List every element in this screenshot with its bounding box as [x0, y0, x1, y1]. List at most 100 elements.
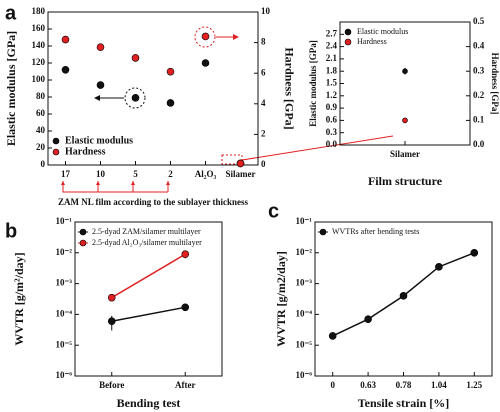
x-tick-label: 2 [168, 169, 173, 179]
y-tick-label: 10⁻³ [56, 278, 73, 288]
data-point [435, 263, 443, 271]
y2-tick-label: 0.1 [473, 114, 485, 124]
y-tick-label: 20 [36, 142, 46, 152]
data-point [201, 59, 210, 67]
x-tick-label: 1.04 [431, 380, 447, 390]
y-axis-label: Elastic modulus [GPa] [308, 40, 318, 127]
x-tick-label: 0 [330, 380, 335, 390]
legend-label: WVTRs after bending tests [332, 227, 419, 236]
y-axis-label: Elastic modulus [GPa] [4, 31, 18, 146]
plot-frame [74, 221, 223, 377]
data-point [470, 249, 479, 257]
data-point [181, 303, 190, 312]
y-tick-label: 0.3 [326, 127, 338, 137]
y2-tick-label: 0 [261, 159, 266, 169]
x-axis-label: ZAM NL film according to the sublayer th… [58, 197, 249, 207]
y2-tick-label: 0.0 [473, 139, 485, 149]
data-point [399, 292, 408, 300]
data-point [107, 317, 116, 326]
y2-tick-label: 6 [261, 67, 266, 77]
x-axis-label: Tensile strain [%] [358, 396, 450, 410]
data-point [96, 43, 105, 51]
y-tick-label: 0 [41, 159, 46, 169]
y-tick-label: 10⁻⁴ [296, 308, 313, 318]
plot-frame [47, 11, 259, 166]
y-tick-label: 0.0 [326, 139, 338, 149]
legend-label: Elastic modulus [357, 27, 408, 36]
y-tick-label: 180 [32, 6, 46, 16]
y-tick-label: 10⁻² [56, 247, 73, 257]
bracket [62, 181, 169, 193]
y2-tick-label: 0.2 [473, 90, 485, 100]
x-tick-label: 10 [96, 169, 106, 179]
y-tick-label: 120 [32, 57, 46, 67]
y2-tick-label: 10 [261, 6, 271, 16]
dashed-circle [194, 26, 216, 48]
y-tick-label: 0.6 [326, 114, 338, 124]
y-tick-label: 10⁻⁶ [56, 370, 73, 380]
legend-marker [79, 239, 87, 247]
x-axis-label: Film structure [368, 174, 443, 188]
x-tick-label: 17 [61, 169, 71, 179]
connector [241, 135, 394, 161]
y-tick-label: 10⁻⁴ [56, 308, 73, 318]
y-tick-label: 10⁻⁶ [296, 370, 313, 380]
legend-marker [52, 148, 60, 156]
series-line [111, 306, 186, 322]
panel-label: c [268, 200, 279, 222]
legend-marker [344, 28, 352, 36]
y-tick-label: 0.9 [326, 102, 338, 112]
y-tick-label: 1.8 [326, 65, 338, 75]
y-tick-label: 1.5 [326, 78, 338, 88]
x-tick-label: 5 [133, 169, 138, 179]
y-tick-label: 40 [36, 125, 46, 135]
legend-marker [319, 228, 327, 236]
legend-label: Hardness [357, 37, 387, 46]
data-point [402, 117, 408, 124]
y-tick-label: 10⁻³ [296, 278, 313, 288]
y2-tick-label: 0.5 [473, 16, 485, 26]
y-tick-label: 10⁻¹ [56, 216, 73, 226]
panel-label: a [5, 2, 17, 24]
data-point [107, 293, 116, 302]
legend-label: Hardness [65, 146, 106, 157]
y2-axis-label: Hardness [GPa] [490, 53, 500, 115]
y-axis-label: WVTR [g/m2/day] [274, 251, 288, 347]
data-point [96, 81, 105, 89]
y-axis-label: WVTR [g/m²/day] [12, 252, 26, 345]
y-tick-label: 100 [32, 74, 46, 84]
y-tick-label: 10⁻⁵ [296, 339, 313, 349]
dashed-circle [124, 87, 146, 109]
x-tick-label: 0.63 [360, 380, 376, 390]
x-tick-label: Before [99, 380, 124, 390]
y-tick-label: 2.1 [326, 53, 338, 63]
y-tick-label: 1.2 [326, 90, 338, 100]
arrowhead [94, 95, 100, 101]
y-tick-label: 10⁻⁵ [56, 339, 73, 349]
data-point [61, 35, 70, 44]
y2-tick-label: 0.3 [473, 65, 485, 75]
arrowhead [233, 34, 239, 40]
legend-label: 2.5-dyad ZAM/silamer multilayer [92, 227, 201, 236]
series-line [111, 253, 186, 299]
y-tick-label: 60 [36, 108, 46, 118]
legend-marker [52, 137, 60, 145]
legend-label: 2.5-dyad Al₂O₃/silamer multilayer [92, 238, 202, 247]
x-tick-label: Al₂O₃ [195, 169, 217, 179]
legend-marker [344, 38, 352, 46]
data-point [364, 315, 372, 323]
y2-tick-label: 4 [261, 98, 266, 108]
legend-marker [79, 228, 87, 236]
y-tick-label: 160 [32, 23, 46, 33]
y-tick-label: 10⁻² [296, 247, 313, 257]
y-tick-label: 140 [32, 40, 46, 50]
x-axis-label: Bending test [117, 396, 181, 410]
y-tick-label: 2.7 [326, 28, 338, 38]
data-point [236, 159, 245, 168]
x-tick-label: After [175, 380, 195, 390]
data-point [166, 67, 175, 76]
y-tick-label: 80 [36, 91, 46, 101]
data-point [402, 68, 408, 74]
y2-tick-label: 2 [261, 128, 266, 138]
